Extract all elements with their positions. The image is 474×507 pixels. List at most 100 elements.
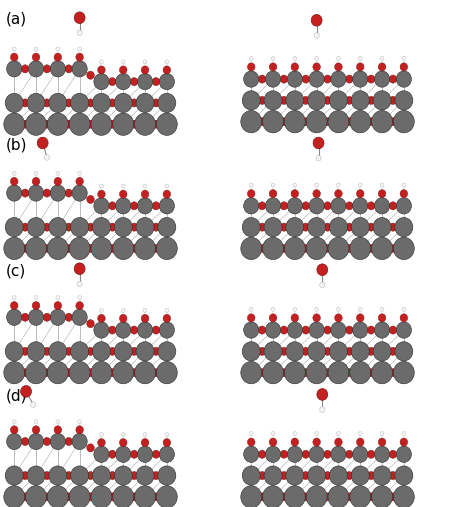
Circle shape bbox=[109, 223, 116, 231]
Circle shape bbox=[49, 218, 67, 237]
Circle shape bbox=[309, 446, 324, 462]
Circle shape bbox=[130, 120, 138, 128]
Circle shape bbox=[249, 307, 253, 311]
Circle shape bbox=[98, 66, 105, 74]
Circle shape bbox=[380, 307, 384, 311]
Circle shape bbox=[43, 347, 51, 355]
Circle shape bbox=[159, 446, 174, 462]
Circle shape bbox=[395, 91, 413, 110]
Circle shape bbox=[130, 326, 138, 334]
Circle shape bbox=[242, 91, 260, 110]
Circle shape bbox=[114, 93, 132, 113]
Circle shape bbox=[373, 342, 391, 361]
Circle shape bbox=[291, 190, 299, 198]
Circle shape bbox=[165, 432, 169, 437]
Circle shape bbox=[258, 450, 266, 458]
Circle shape bbox=[136, 93, 154, 113]
Circle shape bbox=[87, 444, 94, 452]
Circle shape bbox=[71, 93, 89, 113]
Circle shape bbox=[389, 202, 397, 210]
Circle shape bbox=[71, 218, 89, 237]
Circle shape bbox=[264, 218, 282, 237]
Circle shape bbox=[309, 71, 324, 87]
Circle shape bbox=[32, 426, 40, 434]
Circle shape bbox=[135, 113, 155, 135]
Circle shape bbox=[21, 65, 29, 73]
Circle shape bbox=[143, 184, 147, 188]
Circle shape bbox=[308, 342, 326, 361]
Circle shape bbox=[353, 446, 368, 462]
Circle shape bbox=[7, 185, 22, 201]
Circle shape bbox=[141, 66, 149, 74]
Circle shape bbox=[119, 66, 127, 74]
Circle shape bbox=[324, 347, 331, 355]
Circle shape bbox=[43, 438, 51, 446]
Circle shape bbox=[395, 466, 413, 485]
Circle shape bbox=[308, 466, 326, 485]
Circle shape bbox=[329, 466, 347, 485]
Circle shape bbox=[372, 111, 392, 133]
Circle shape bbox=[258, 326, 266, 334]
Circle shape bbox=[324, 75, 331, 83]
Circle shape bbox=[152, 369, 160, 377]
Circle shape bbox=[319, 282, 325, 287]
Circle shape bbox=[350, 361, 371, 384]
Circle shape bbox=[143, 60, 147, 64]
Circle shape bbox=[269, 314, 277, 322]
Circle shape bbox=[337, 183, 340, 187]
Circle shape bbox=[43, 189, 51, 197]
Circle shape bbox=[87, 71, 94, 79]
Circle shape bbox=[50, 185, 65, 201]
Circle shape bbox=[92, 93, 110, 113]
Circle shape bbox=[87, 223, 94, 231]
Circle shape bbox=[258, 223, 266, 231]
Circle shape bbox=[313, 314, 320, 322]
Circle shape bbox=[351, 342, 369, 361]
Circle shape bbox=[280, 472, 288, 480]
Circle shape bbox=[72, 185, 87, 201]
Circle shape bbox=[337, 56, 340, 60]
Circle shape bbox=[284, 361, 305, 384]
Circle shape bbox=[372, 486, 392, 507]
Circle shape bbox=[32, 302, 40, 310]
Circle shape bbox=[78, 296, 82, 300]
Circle shape bbox=[346, 244, 353, 252]
Circle shape bbox=[156, 113, 177, 135]
Circle shape bbox=[400, 190, 408, 198]
Circle shape bbox=[114, 218, 132, 237]
Circle shape bbox=[54, 53, 62, 61]
Circle shape bbox=[346, 493, 353, 501]
Circle shape bbox=[346, 118, 353, 126]
Circle shape bbox=[65, 347, 73, 355]
Circle shape bbox=[109, 99, 116, 107]
Circle shape bbox=[269, 190, 277, 198]
Circle shape bbox=[156, 237, 177, 260]
Circle shape bbox=[78, 420, 82, 424]
Circle shape bbox=[158, 218, 176, 237]
Circle shape bbox=[393, 237, 414, 260]
Circle shape bbox=[315, 431, 319, 436]
Circle shape bbox=[109, 326, 116, 334]
Circle shape bbox=[26, 486, 46, 507]
Circle shape bbox=[308, 91, 326, 110]
Circle shape bbox=[265, 71, 281, 87]
Circle shape bbox=[109, 244, 116, 252]
Circle shape bbox=[367, 493, 375, 501]
Circle shape bbox=[5, 218, 23, 237]
Circle shape bbox=[119, 439, 127, 447]
Circle shape bbox=[43, 65, 51, 73]
Circle shape bbox=[87, 319, 94, 328]
Circle shape bbox=[159, 74, 174, 90]
Circle shape bbox=[136, 466, 154, 485]
Circle shape bbox=[158, 466, 176, 485]
Circle shape bbox=[302, 75, 310, 83]
Circle shape bbox=[54, 177, 62, 186]
Circle shape bbox=[43, 472, 51, 480]
Circle shape bbox=[280, 326, 288, 334]
Circle shape bbox=[302, 244, 310, 252]
Circle shape bbox=[21, 120, 29, 128]
Circle shape bbox=[258, 493, 266, 501]
Circle shape bbox=[28, 309, 44, 325]
Circle shape bbox=[12, 420, 16, 424]
Circle shape bbox=[241, 486, 262, 507]
